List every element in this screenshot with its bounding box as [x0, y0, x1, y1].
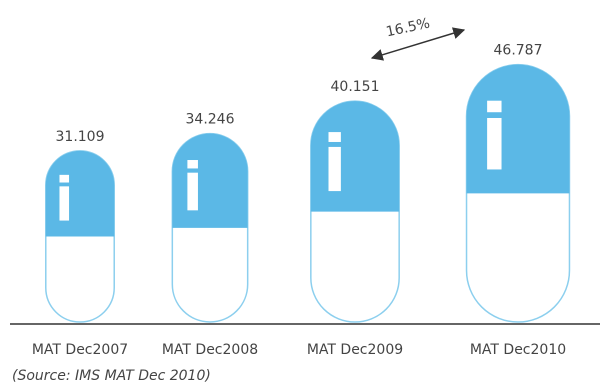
- x-tick-label: MAT Dec2010: [470, 342, 566, 358]
- capsule: [45, 150, 115, 323]
- annotation: 16.5%: [385, 16, 432, 41]
- value-label: 40.151: [331, 79, 380, 95]
- value-label: 31.109: [56, 129, 105, 145]
- x-tick-label: MAT Dec2009: [307, 342, 403, 358]
- icon-dot: [59, 174, 70, 183]
- icon-dot: [487, 100, 502, 113]
- icon-stem: [59, 186, 70, 221]
- x-tick-label: MAT Dec2007: [32, 342, 128, 358]
- icon-stem: [187, 172, 198, 211]
- capsule-top: [45, 150, 115, 237]
- icon-dot: [187, 160, 198, 169]
- icon-stem: [328, 146, 341, 192]
- capsule: [310, 100, 400, 323]
- x-tick-label: MAT Dec2008: [162, 342, 258, 358]
- icon-stem: [487, 117, 502, 170]
- value-label: 34.246: [186, 112, 235, 128]
- value-label: 46.787: [494, 43, 543, 59]
- capsule: [171, 132, 249, 323]
- capsule-top: [310, 101, 400, 212]
- capsule-top: [172, 133, 248, 228]
- capsule-top: [466, 64, 570, 194]
- growth-arrow: [370, 27, 466, 61]
- icon-dot: [328, 132, 341, 142]
- capsule: [465, 63, 571, 323]
- source: (Source: IMS MAT Dec 2010): [12, 368, 211, 384]
